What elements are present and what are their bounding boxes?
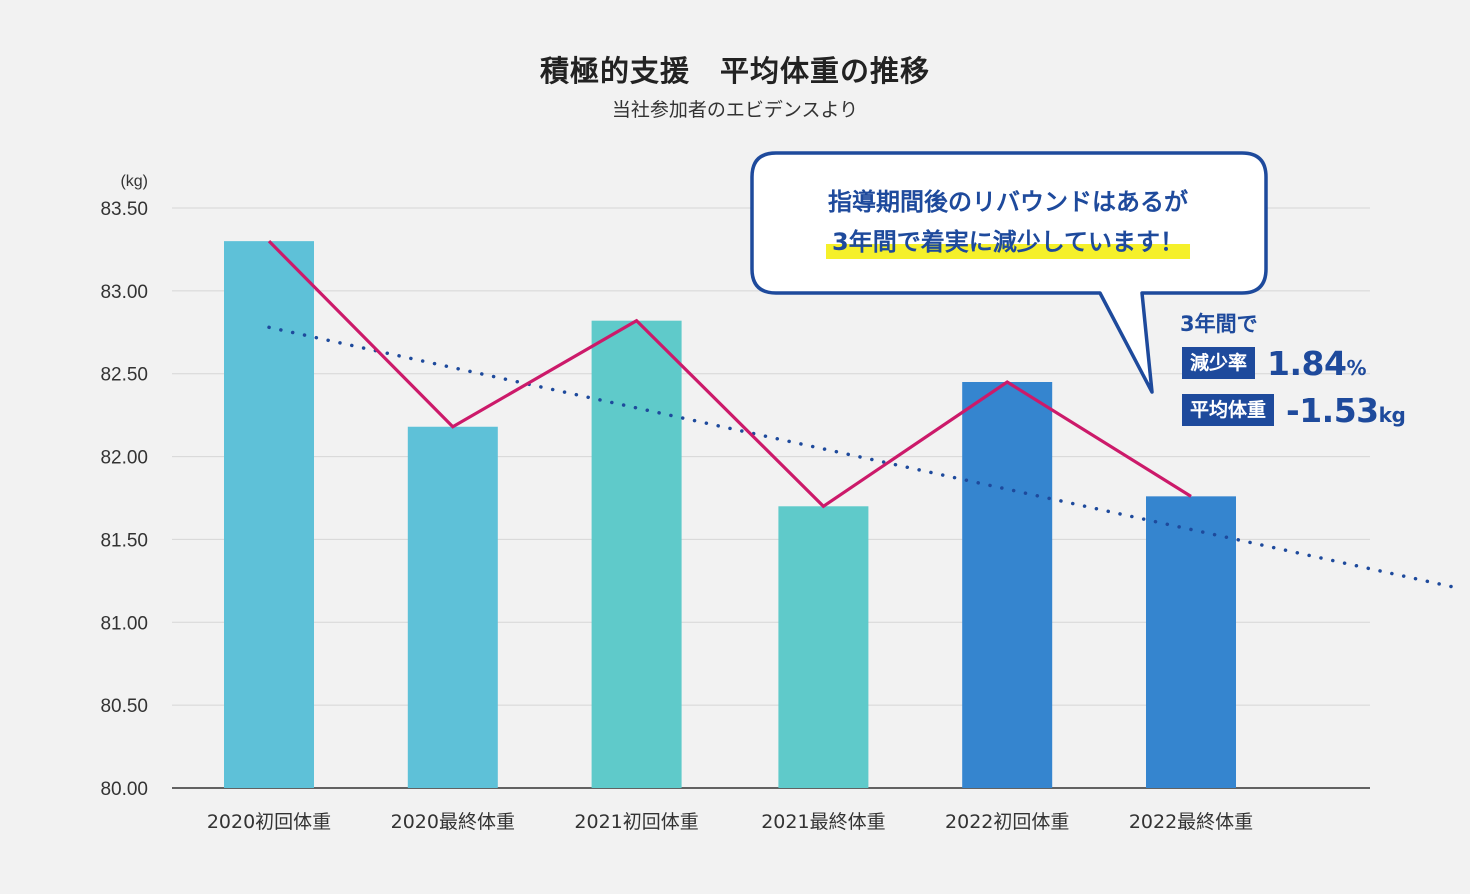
- y-tick-label: 80.00: [100, 779, 148, 800]
- summary-row-reduction-rate: 減少率 1.84%: [1182, 343, 1366, 383]
- x-tick-label: 2021初回体重: [574, 811, 698, 833]
- axis-text-layer: 80.00 80.50 81.00 81.50 82.00 82.50 83.00 83.50…: [100, 173, 1253, 833]
- y-tick-label: 82.00: [100, 448, 148, 469]
- bar: [1146, 496, 1236, 788]
- summary-value: -1.53kg: [1286, 390, 1406, 430]
- line-layer: [267, 240, 1464, 591]
- callout-line-1: 指導期間後のリバウンドはあるが: [828, 188, 1188, 216]
- callout-bubble: [750, 151, 1268, 394]
- x-tick-label: 2022最終体重: [1129, 811, 1253, 833]
- y-tick-label: 82.50: [100, 365, 148, 386]
- x-tick-label: 2021最終体重: [761, 811, 885, 833]
- y-tick-label: 81.00: [100, 613, 148, 634]
- callout-text: 指導期間後のリバウンドはあるが 3年間で着実に減少しています！: [752, 182, 1264, 262]
- series-line: [267, 240, 1192, 509]
- y-tick-label: 83.00: [100, 282, 148, 303]
- summary-label: 減少率: [1182, 347, 1256, 379]
- y-tick-label: 83.50: [100, 199, 148, 220]
- x-tick-label: 2022初回体重: [945, 811, 1069, 833]
- chart-title: 積極的支援 平均体重の推移: [539, 54, 930, 88]
- bar: [778, 506, 869, 788]
- y-tick-label: 80.50: [100, 696, 148, 717]
- callout-bubble-layer: [750, 151, 1268, 394]
- callout-line-2: 3年間で着実に減少しています！: [826, 222, 1190, 262]
- bar: [962, 382, 1053, 788]
- chart-subtitle: 当社参加者のエビデンスより: [611, 99, 859, 121]
- summary-value: 1.84%: [1267, 343, 1366, 383]
- summary-row-average-weight: 平均体重 -1.53kg: [1182, 390, 1406, 430]
- x-tick-label: 2020初回体重: [207, 811, 331, 833]
- bar: [591, 320, 682, 788]
- bar: [407, 426, 498, 788]
- bar: [224, 241, 314, 789]
- y-unit-label: (kg): [120, 173, 148, 190]
- y-tick-label: 81.50: [100, 530, 148, 551]
- summary-label: 平均体重: [1182, 394, 1275, 426]
- x-tick-label: 2020最終体重: [391, 811, 515, 833]
- bar-layer: [224, 241, 1236, 789]
- summary-heading: 3年間で: [1180, 312, 1258, 336]
- trend-line: [267, 325, 1464, 591]
